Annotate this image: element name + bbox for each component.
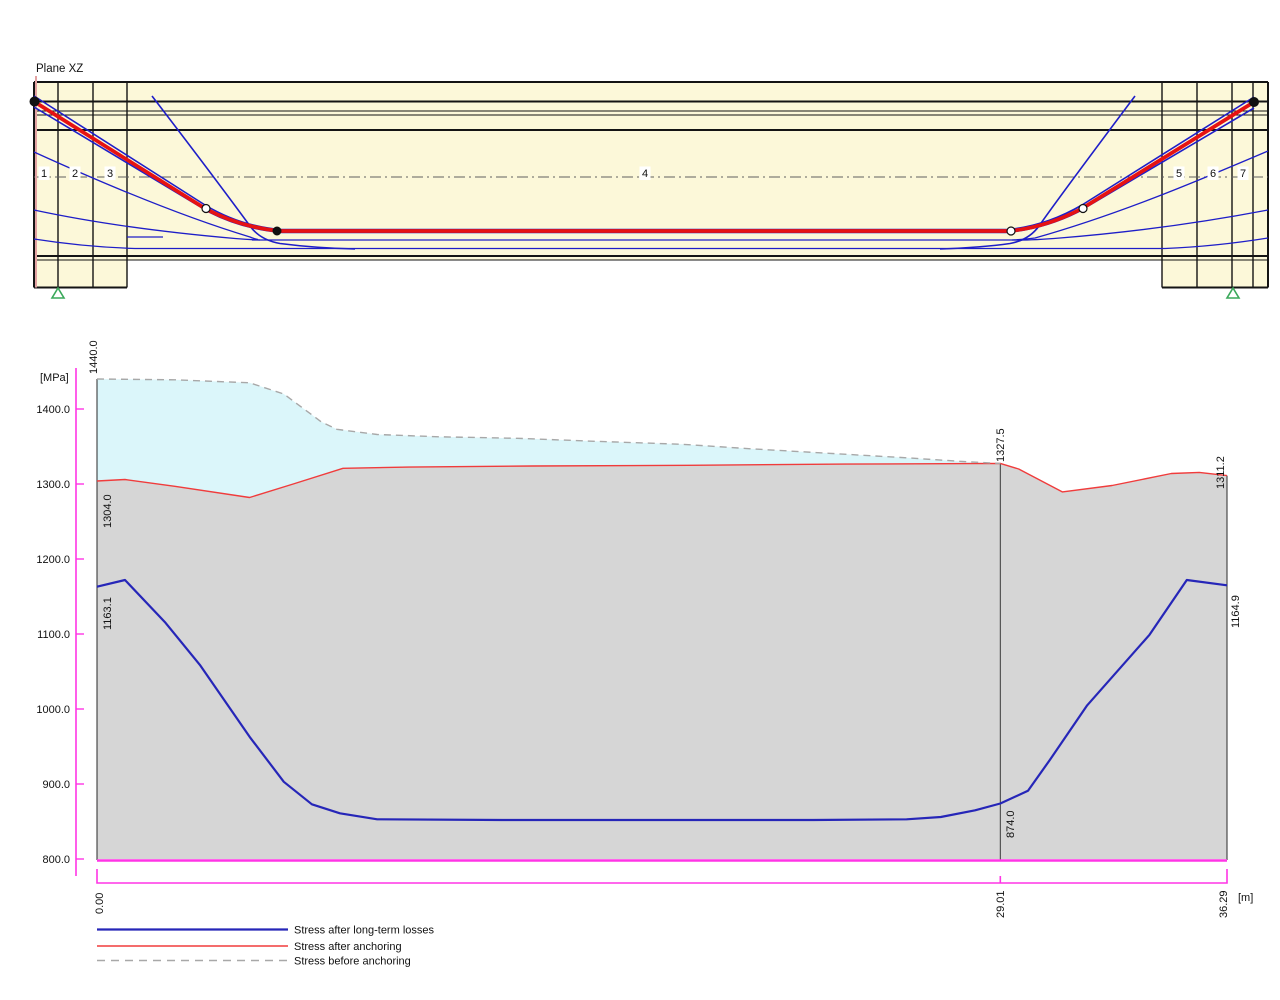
x-tick-label: 36.29 — [1218, 890, 1230, 918]
beam-left-end-block — [34, 260, 127, 288]
stress-value-label: 874.0 — [1005, 810, 1017, 838]
tendon-curve — [151, 95, 356, 250]
curve-stress-before-anchoring[interactable] — [96, 378, 1001, 465]
x-ruler-line — [96, 869, 1228, 884]
x-tick-label: 29.01 — [995, 890, 1007, 918]
tendon-anchor-left[interactable] — [29, 96, 40, 107]
beam-right-end-block — [1162, 260, 1268, 288]
y-tick-label: 1400.0 — [36, 404, 70, 416]
tendon-curve — [1011, 209, 1269, 241]
y-tick-label: 1000.0 — [36, 704, 70, 716]
section-marker-label: 7 — [1240, 168, 1246, 180]
section-marker-box — [1173, 166, 1185, 180]
section-marker-label: 2 — [72, 168, 78, 180]
support-triangle-left — [50, 286, 66, 299]
section-marker-label: 4 — [642, 168, 648, 180]
chart-fill-areas — [97, 379, 1227, 859]
beam-inner-lines — [34, 110, 1268, 261]
section-marker-label: 3 — [107, 168, 113, 180]
stress-value-label: 1327.5 — [995, 428, 1007, 462]
section-marker-box — [1237, 166, 1249, 180]
selected-tendon-path[interactable] — [32, 99, 1256, 233]
section-marker-box — [69, 166, 81, 180]
stress-chart: [MPa] [m] 1400.0 1300.0 1200.0 1100.0 1000.0… — [36, 340, 1253, 967]
tendon-node[interactable] — [201, 203, 211, 214]
chart-x-ruler: 0.00 29.01 36.29 — [94, 869, 1230, 918]
plane-title: Plane XZ — [36, 63, 83, 75]
y-tick-label: 900.0 — [42, 779, 70, 791]
stress-value-label: 1440.0 — [88, 340, 100, 374]
tendon-curve — [33, 209, 261, 241]
section-marker-label: 6 — [1210, 168, 1216, 180]
x-axis-unit-label: [m] — [1238, 892, 1253, 904]
legend-label: Stress before anchoring — [294, 956, 411, 968]
tendon-node[interactable] — [1006, 226, 1016, 236]
chart-value-labels: 1440.0 1304.0 1163.1 1327.5 1311.2 1164.9 874.… — [88, 340, 1242, 838]
curve-stress-after-long-term-losses[interactable] — [96, 578, 1228, 822]
tendon-flat-line — [33, 237, 1269, 250]
y-tick-label: 1100.0 — [37, 629, 70, 641]
beam-section-markers: 1 2 3 4 5 6 7 — [38, 166, 1249, 180]
curve-stress-after-anchoring[interactable] — [96, 462, 1228, 499]
stress-value-label: 1163.1 — [102, 597, 114, 630]
section-marker-label: 5 — [1176, 168, 1182, 180]
tendon-curve — [939, 95, 1136, 250]
chart-legend: Stress after long-term losses Stress afte… — [97, 925, 434, 968]
y-tick-label: 1300.0 — [36, 479, 70, 491]
y-tick-label: 800.0 — [42, 854, 70, 866]
tendon-curve — [33, 151, 259, 241]
stress-value-label: 1311.2 — [1215, 456, 1227, 489]
section-marker-box — [639, 166, 651, 180]
tendon-node[interactable] — [272, 226, 282, 236]
tendon-anchor-right[interactable] — [1249, 97, 1259, 107]
tendon-node[interactable] — [1078, 203, 1088, 214]
support-triangle-right — [1225, 286, 1241, 299]
x-tick-label: 0.00 — [94, 893, 106, 914]
legend-label: Stress after anchoring — [294, 941, 402, 953]
section-marker-box — [1207, 166, 1219, 180]
beam-edge-lines — [33, 81, 1269, 289]
stress-value-label: 1164.9 — [1230, 595, 1242, 628]
y-tick-label: 1200.0 — [36, 554, 70, 566]
chart-y-axis: 1400.0 1300.0 1200.0 1100.0 1000.0 900.0 800.0 — [36, 368, 84, 876]
beam-elevation-view: Plane XZ 1 2 3 4 5 — [29, 63, 1269, 299]
section-marker-box — [104, 166, 116, 180]
chart-frame-lines — [96, 379, 1228, 862]
area-under-after-anchoring — [97, 463, 1227, 859]
chart-series-curves — [96, 378, 1228, 822]
stress-value-label: 1304.0 — [102, 494, 114, 528]
beam-block-verticals — [57, 82, 1254, 288]
section-marker-box — [38, 166, 50, 180]
area-between-before-and-after-anchoring — [97, 379, 1001, 498]
section-marker-label: 1 — [41, 168, 47, 180]
legend-label: Stress after long-term losses — [294, 925, 434, 937]
y-axis-unit-label: [MPa] — [40, 372, 69, 384]
